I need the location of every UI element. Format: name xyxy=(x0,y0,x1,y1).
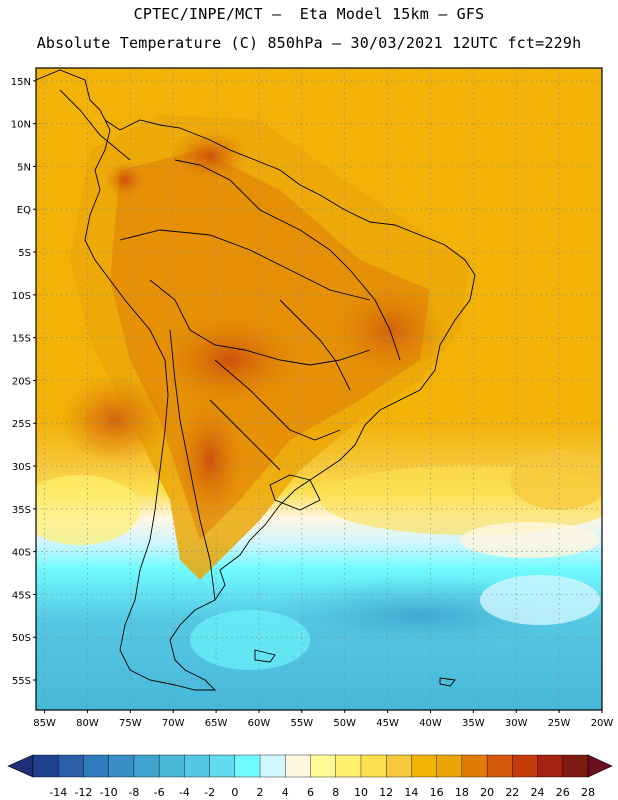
lon-label: 50W xyxy=(333,718,356,729)
lon-label: 60W xyxy=(248,718,271,729)
lat-label: 5S xyxy=(18,248,31,259)
colorbar-segment xyxy=(209,754,236,778)
colorbar-label: 4 xyxy=(282,786,289,799)
colorbar-segment xyxy=(335,754,362,778)
colorbar-label: -14 xyxy=(49,786,67,799)
lon-label: 55W xyxy=(291,718,314,729)
colorbar-label: -2 xyxy=(204,786,215,799)
colorbar-label: 12 xyxy=(379,786,393,799)
colorbar-label: 18 xyxy=(455,786,469,799)
map-title-line-1: CPTEC/INPE/MCT – Eta Model 15km – GFS xyxy=(133,5,485,23)
lat-label: 40S xyxy=(12,548,31,559)
colorbar-min-arrow xyxy=(7,754,34,778)
lat-label: 55S xyxy=(12,676,31,687)
colorbar-label: 22 xyxy=(505,786,519,799)
colorbar-segment xyxy=(461,754,488,778)
colorbar-label: 24 xyxy=(531,786,545,799)
colorbar-label: 2 xyxy=(257,786,264,799)
lon-label: 70W xyxy=(162,718,185,729)
colorbar-segment xyxy=(436,754,463,778)
latitude-labels: 15N 10N 5N EQ 5S 10S 15S 20S 25S 30S 35S 40S 45S 50S 5… xyxy=(11,77,36,687)
colorbar-label: 28 xyxy=(581,786,595,799)
colorbar xyxy=(7,754,613,778)
colorbar-label: -6 xyxy=(154,786,165,799)
colorbar-segment xyxy=(32,754,59,778)
lat-label: 35S xyxy=(12,505,31,516)
colorbar-segment xyxy=(108,754,135,778)
lon-label: 80W xyxy=(76,718,99,729)
lat-label: 5N xyxy=(17,162,31,173)
colorbar-segment xyxy=(537,754,564,778)
lat-label: 30S xyxy=(12,462,31,473)
longitude-labels: 85W 80W 75W 70W 65W 60W 55W 50W 45W 40W 35W 30W 25W 2… xyxy=(33,710,613,729)
lon-label: 45W xyxy=(376,718,399,729)
colorbar-label: -10 xyxy=(100,786,118,799)
colorbar-label: 20 xyxy=(480,786,494,799)
lat-label: 15S xyxy=(12,334,31,345)
colorbar-segment xyxy=(158,754,185,778)
colorbar-segment xyxy=(133,754,160,778)
colorbar-segment xyxy=(512,754,539,778)
lon-label: 75W xyxy=(119,718,142,729)
lat-label: 10S xyxy=(12,291,31,302)
temperature-field xyxy=(36,68,602,710)
colorbar-label: 6 xyxy=(307,786,314,799)
colorbar-label: -12 xyxy=(74,786,92,799)
colorbar-labels: -14 -12 -10 -8 -6 -4 -2 0 2 4 6 8 10 12 14 16 18 20 22 24 26… xyxy=(49,786,595,799)
lat-label: 10N xyxy=(11,120,31,131)
lat-label: 25S xyxy=(12,419,31,430)
colorbar-segment xyxy=(360,754,387,778)
colorbar-segment xyxy=(83,754,110,778)
colorbar-label: -8 xyxy=(128,786,139,799)
map-title-line-2: Absolute Temperature (C) 850hPa – 30/03/… xyxy=(36,34,582,52)
colorbar-label: 26 xyxy=(556,786,570,799)
colorbar-segment xyxy=(411,754,438,778)
lon-label: 25W xyxy=(548,718,571,729)
colorbar-label: 0 xyxy=(231,786,238,799)
colorbar-label: 8 xyxy=(332,786,339,799)
lat-label: 50S xyxy=(12,633,31,644)
lon-label: 35W xyxy=(462,718,485,729)
colorbar-segment xyxy=(259,754,286,778)
colorbar-segment xyxy=(385,754,412,778)
lon-label: 20W xyxy=(591,718,614,729)
map-frame xyxy=(35,67,603,711)
lon-label: 30W xyxy=(505,718,528,729)
colorbar-segment xyxy=(184,754,211,778)
colorbar-label: 10 xyxy=(354,786,368,799)
colorbar-label: -4 xyxy=(179,786,190,799)
lon-label: 85W xyxy=(33,718,56,729)
lat-label: 45S xyxy=(12,590,31,601)
lat-label: 15N xyxy=(11,77,31,88)
colorbar-segment xyxy=(310,754,337,778)
lon-label: 40W xyxy=(419,718,442,729)
colorbar-label: 14 xyxy=(404,786,418,799)
colorbar-label: 16 xyxy=(430,786,444,799)
colorbar-segment xyxy=(285,754,312,778)
coastlines-and-borders xyxy=(36,69,476,691)
colorbar-segment xyxy=(58,754,84,778)
lat-label: EQ xyxy=(17,205,31,216)
colorbar-max-arrow xyxy=(587,754,613,778)
colorbar-segment xyxy=(562,754,589,778)
colorbar-segment xyxy=(234,754,261,778)
colorbar-segment xyxy=(486,754,513,778)
lat-label: 20S xyxy=(12,376,31,387)
lon-label: 65W xyxy=(205,718,228,729)
